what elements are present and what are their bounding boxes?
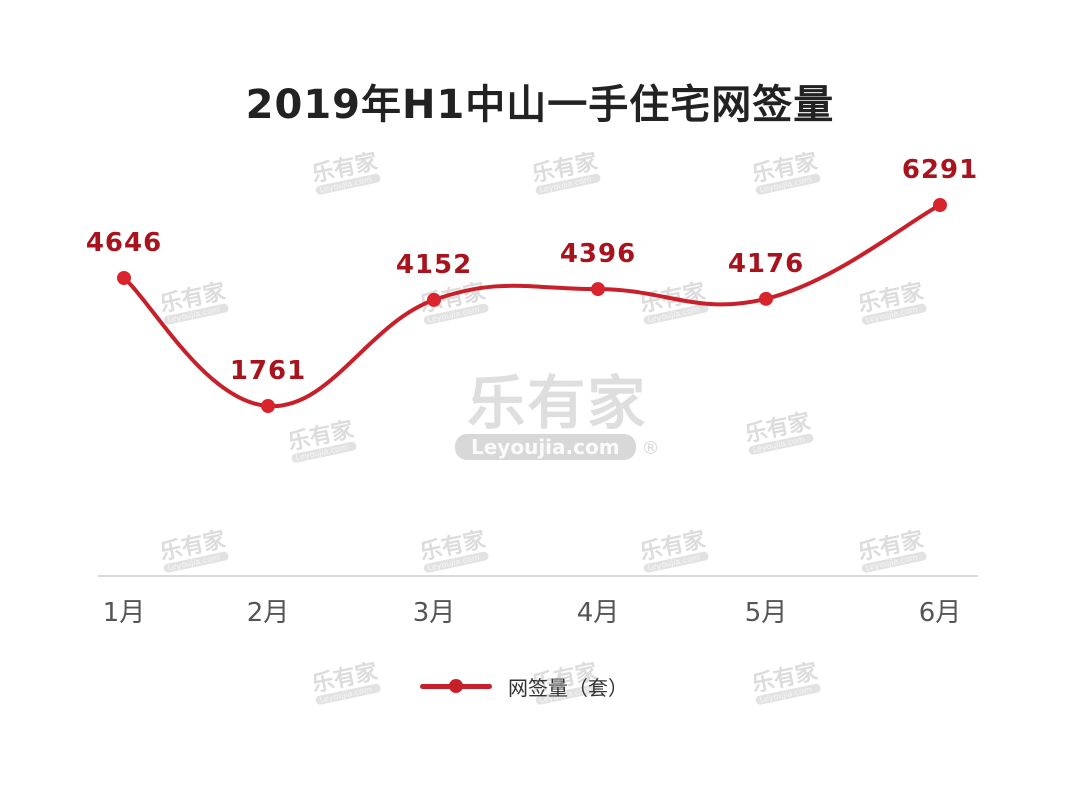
x-tick-label: 1月	[102, 598, 146, 628]
x-tick-label: 2月	[246, 598, 290, 628]
legend[interactable]: 网签量（套）	[420, 672, 628, 701]
watermark-logo: 乐有家 Leyoujia.com ®	[455, 372, 660, 460]
data-label: 6291	[901, 155, 979, 185]
series-line	[122, 203, 942, 409]
x-tick-label: 3月	[412, 598, 456, 628]
data-point	[261, 399, 275, 413]
data-label: 4176	[727, 248, 805, 279]
data-point	[427, 292, 441, 307]
legend-line-marker-icon	[420, 679, 492, 693]
x-tick-label: 5月	[744, 598, 788, 628]
data-label: 1761	[229, 356, 307, 386]
data-point	[933, 198, 947, 212]
chart-title: 2019年H1中山一手住宅网签量	[245, 82, 835, 128]
data-point	[591, 282, 605, 297]
data-label: 4152	[395, 249, 473, 280]
data-point	[117, 270, 131, 285]
legend-label: 网签量（套）	[508, 676, 628, 700]
x-tick-label: 4月	[576, 598, 620, 628]
data-point	[759, 291, 773, 306]
x-tick-label: 6月	[918, 598, 962, 628]
data-points	[117, 198, 947, 413]
data-label: 4396	[559, 239, 637, 270]
data-label: 4646	[85, 227, 163, 258]
